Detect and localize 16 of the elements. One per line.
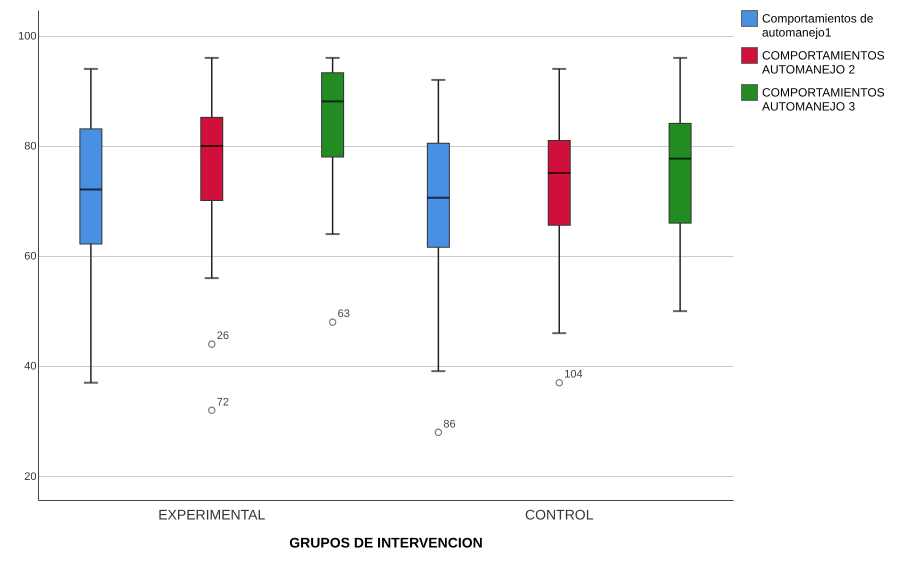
annotation: 86 bbox=[443, 418, 456, 430]
y-tick-label: 40 bbox=[24, 360, 36, 373]
x-tick-label: CONTROL bbox=[525, 506, 594, 522]
annotation: 26 bbox=[216, 330, 229, 342]
y-tick-label: 100 bbox=[18, 30, 36, 42]
y-tick-label: 60 bbox=[24, 250, 36, 263]
y-tick-label: 80 bbox=[24, 140, 36, 152]
annotation: 72 bbox=[216, 396, 229, 408]
legend-label: COMPORTAMIENTOS AUTOMANEJO 2 bbox=[762, 48, 885, 76]
x-tick-label: EXPERIMENTAL bbox=[158, 506, 266, 522]
y-tick-label: 20 bbox=[24, 470, 36, 483]
legend-label: Comportamientos de automanejo1 bbox=[762, 12, 874, 40]
annotation: 104 bbox=[564, 368, 583, 381]
annotation: 63 bbox=[338, 308, 350, 320]
x-axis-title: GRUPOS DE INTERVENCION bbox=[289, 534, 483, 550]
legend-label: COMPORTAMIENTOS AUTOMANEJO 3 bbox=[762, 86, 885, 114]
